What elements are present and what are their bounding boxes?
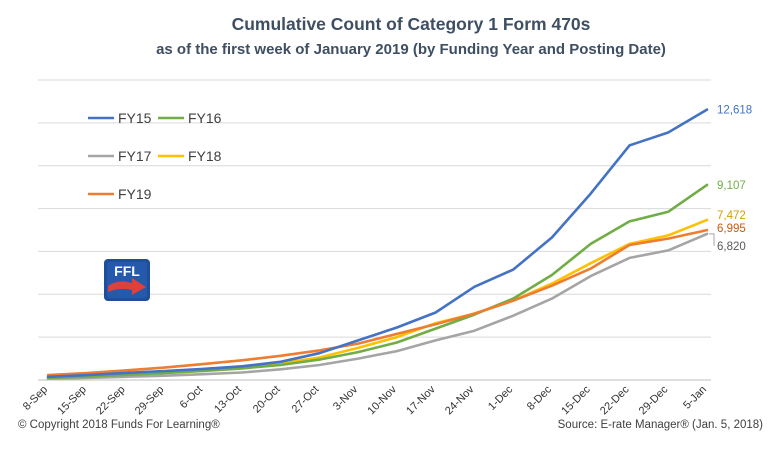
- copyright-note: © Copyright 2018 Funds For Learning®: [18, 419, 220, 431]
- x-tick-label: 17-Nov: [404, 383, 438, 417]
- legend-label-fy15: FY15: [118, 110, 152, 126]
- ffl-logo-text: FFL: [114, 263, 140, 279]
- x-tick-label: 20-Oct: [251, 384, 283, 416]
- x-tick-label: 1-Dec: [486, 383, 516, 413]
- end-label-fy17: 6,820: [717, 241, 746, 253]
- x-tick-label: 13-Oct: [212, 384, 244, 416]
- x-tick-label: 5-Jan: [681, 384, 709, 412]
- legend: FY15 FY16 FY17 FY18 FY19: [88, 110, 222, 202]
- x-tick-label: 29-Dec: [637, 383, 671, 417]
- x-tick-label: 27-Oct: [290, 384, 322, 416]
- x-tick-label: 8-Dec: [525, 383, 555, 413]
- chart-subtitle: as of the first week of January 2019 (by…: [156, 41, 666, 58]
- x-tick-label: 3-Nov: [331, 383, 361, 413]
- legend-label-fy19: FY19: [118, 186, 152, 202]
- x-tick-label: 10-Nov: [365, 383, 399, 417]
- legend-label-fy17: FY17: [118, 148, 152, 164]
- x-tick-label: 8-Sep: [21, 384, 50, 413]
- ffl-logo: FFL: [104, 259, 150, 301]
- end-label-fy19: 6,995: [717, 223, 746, 235]
- x-tick-label: 29-Sep: [133, 384, 167, 418]
- x-tick-label: 24-Nov: [443, 383, 477, 417]
- series-line-fy17: [46, 232, 709, 381]
- series-line-fy16: [46, 183, 709, 380]
- series-line-fy19: [46, 228, 709, 377]
- x-tick-label: 15-Sep: [55, 384, 89, 418]
- gridlines: [38, 79, 711, 381]
- source-note: Source: E-rate Manager® (Jan. 5, 2018): [557, 419, 763, 431]
- x-tick-label: 15-Dec: [559, 383, 593, 417]
- legend-label-fy16: FY16: [188, 110, 222, 126]
- end-label-fy16: 9,107: [717, 180, 746, 192]
- x-tick-label: 6-Oct: [178, 384, 206, 412]
- end-label-fy18: 7,472: [717, 210, 746, 222]
- series-lines: [46, 108, 709, 381]
- x-axis-tick-labels: 8-Sep 15-Sep 22-Sep 29-Sep 6-Oct 13-Oct 20-Oct…: [21, 383, 709, 417]
- end-label-leader-fy17: [709, 233, 715, 246]
- x-tick-label: 22-Sep: [94, 384, 128, 418]
- chart-title: Cumulative Count of Category 1 Form 470s: [232, 14, 591, 34]
- legend-label-fy18: FY18: [188, 148, 222, 164]
- series-line-fy15: [46, 108, 709, 379]
- ffl-logo-arrow-icon: [108, 278, 146, 295]
- end-label-fy15: 12,618: [717, 105, 752, 117]
- x-tick-label: 22-Dec: [598, 383, 632, 417]
